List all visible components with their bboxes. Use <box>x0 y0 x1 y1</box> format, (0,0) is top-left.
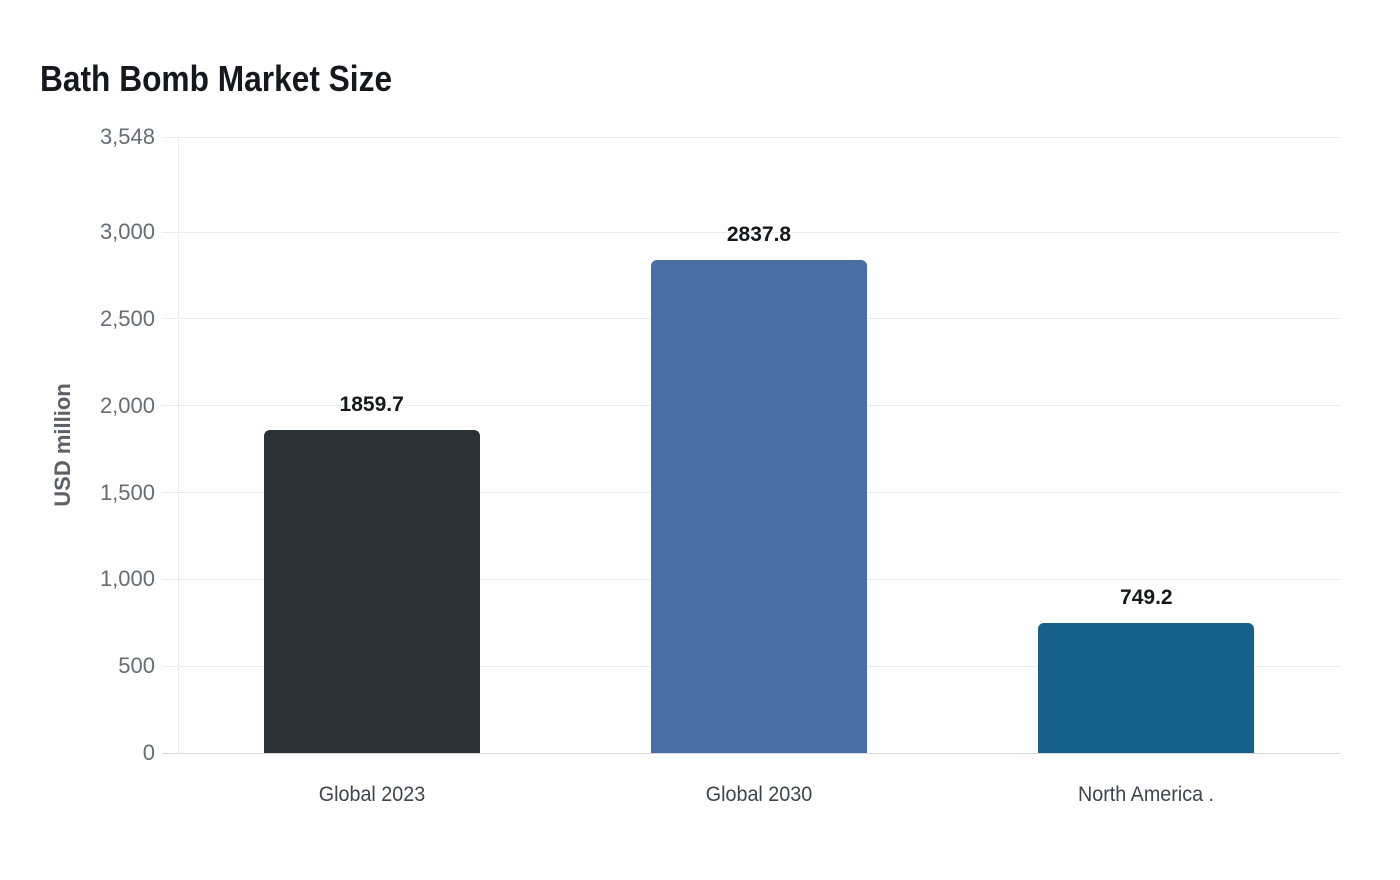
y-axis-line <box>178 137 179 753</box>
bar <box>651 260 867 753</box>
bar <box>1038 622 1255 753</box>
bar-value-label: 2837.8 <box>726 223 792 247</box>
x-category-label: Global 2030 <box>705 783 813 806</box>
x-category-label: North America . <box>1078 783 1215 806</box>
y-tick-label: 3,548 <box>99 124 155 149</box>
gridline <box>162 231 1340 233</box>
x-category-label: Global 2023 <box>318 783 425 806</box>
plot-area: 0 500 1,000 1,500 2,000 2,500 3,000 3,548 1859.7… <box>100 125 1340 806</box>
y-tick-label: 3,000 <box>99 219 155 245</box>
y-tick-label: 500 <box>118 653 155 679</box>
gridline <box>162 136 1340 138</box>
x-axis-baseline <box>162 752 1340 754</box>
y-tick-label: 1,500 <box>99 479 155 505</box>
bar <box>263 430 480 753</box>
y-tick-label: 0 <box>142 740 155 765</box>
y-tick-label: 1,000 <box>99 566 155 592</box>
bar-value-label: 749.2 <box>1120 585 1173 609</box>
chart-title: Bath Bomb Market Size <box>40 58 393 99</box>
bar-value-label: 1859.7 <box>339 393 404 417</box>
y-tick-label: 2,000 <box>99 392 155 418</box>
y-tick-label: 2,500 <box>99 305 155 331</box>
